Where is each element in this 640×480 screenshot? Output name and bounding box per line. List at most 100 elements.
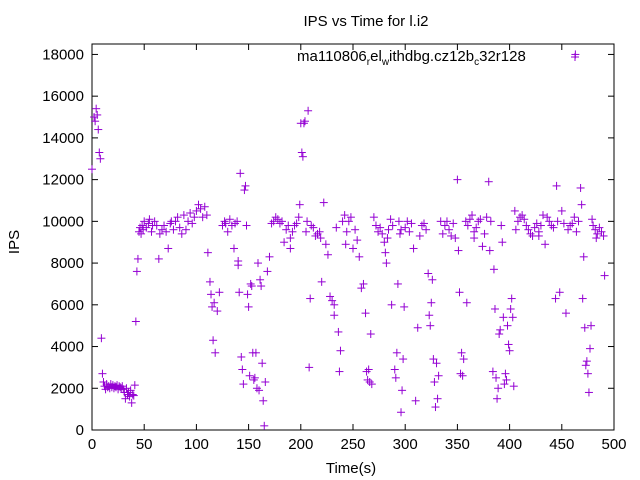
data-point bbox=[205, 277, 214, 286]
data-point bbox=[251, 348, 260, 357]
data-point bbox=[297, 148, 306, 157]
plot-frame bbox=[91, 43, 615, 431]
data-point bbox=[580, 323, 589, 332]
data-point bbox=[576, 183, 585, 192]
data-point bbox=[462, 298, 471, 307]
y-tick-label: 16000 bbox=[42, 88, 84, 105]
data-point bbox=[330, 311, 339, 320]
data-point bbox=[247, 282, 256, 291]
data-point bbox=[122, 384, 131, 393]
data-point bbox=[454, 246, 463, 255]
data-point bbox=[574, 217, 583, 226]
data-point bbox=[351, 225, 360, 234]
data-point bbox=[482, 213, 491, 222]
data-point bbox=[429, 355, 438, 364]
y-tick-label: 8000 bbox=[51, 255, 84, 272]
data-point bbox=[98, 369, 107, 378]
data-point bbox=[240, 186, 249, 195]
data-point bbox=[383, 234, 392, 243]
data-point bbox=[250, 373, 259, 382]
data-point bbox=[265, 252, 274, 261]
data-point bbox=[597, 227, 606, 236]
data-point bbox=[233, 217, 242, 226]
data-point bbox=[566, 221, 575, 230]
data-point bbox=[568, 219, 577, 228]
chart-title: IPS vs Time for l.i2 bbox=[303, 13, 428, 30]
data-point bbox=[179, 211, 188, 220]
data-point bbox=[95, 148, 104, 157]
data-point bbox=[490, 304, 499, 313]
data-point bbox=[223, 227, 232, 236]
data-point bbox=[577, 200, 586, 209]
data-point bbox=[164, 244, 173, 253]
data-point bbox=[132, 267, 141, 276]
data-point bbox=[393, 279, 402, 288]
data-point bbox=[440, 221, 449, 230]
data-point bbox=[494, 384, 503, 393]
data-point bbox=[447, 231, 456, 240]
data-point bbox=[257, 282, 266, 291]
data-point bbox=[171, 217, 180, 226]
data-point bbox=[275, 219, 284, 228]
data-point bbox=[380, 238, 389, 247]
data-point bbox=[403, 217, 412, 226]
y-tick-label: 14000 bbox=[42, 130, 84, 147]
data-point bbox=[152, 221, 161, 230]
y-tick-label: 0 bbox=[76, 422, 84, 439]
data-point bbox=[336, 346, 345, 355]
x-axis: 0 50 100 150 200 250 300 350 400 450 500 bbox=[88, 44, 627, 453]
data-point bbox=[162, 227, 171, 236]
data-point bbox=[311, 231, 320, 240]
data-point bbox=[489, 265, 498, 274]
data-point bbox=[524, 225, 533, 234]
data-point bbox=[147, 227, 156, 236]
data-point bbox=[498, 238, 507, 247]
data-point bbox=[463, 221, 472, 230]
data-point bbox=[474, 217, 483, 226]
data-point bbox=[88, 165, 96, 174]
data-point bbox=[545, 217, 554, 226]
data-point bbox=[579, 252, 588, 261]
data-point bbox=[438, 229, 447, 238]
data-point bbox=[493, 394, 502, 403]
data-point bbox=[394, 217, 403, 226]
data-point bbox=[229, 244, 238, 253]
data-point bbox=[426, 321, 435, 330]
data-point bbox=[434, 371, 443, 380]
data-point bbox=[131, 317, 140, 326]
data-point bbox=[273, 215, 282, 224]
data-point bbox=[319, 198, 328, 207]
data-point bbox=[495, 330, 504, 339]
data-point bbox=[506, 304, 515, 313]
data-point bbox=[186, 209, 195, 218]
x-tick-label: 50 bbox=[136, 436, 153, 453]
data-point bbox=[282, 225, 291, 234]
data-point bbox=[154, 254, 163, 263]
data-point bbox=[241, 181, 250, 190]
y-tick-label: 6000 bbox=[51, 297, 84, 314]
data-point bbox=[419, 219, 428, 228]
data-point bbox=[451, 234, 460, 243]
data-point bbox=[362, 367, 371, 376]
data-point bbox=[486, 217, 495, 226]
data-point bbox=[299, 119, 308, 128]
data-point bbox=[342, 227, 351, 236]
y-tick-label: 12000 bbox=[42, 172, 84, 189]
data-point bbox=[589, 221, 598, 230]
data-point bbox=[234, 256, 243, 265]
data-point bbox=[449, 219, 458, 228]
data-point bbox=[484, 177, 493, 186]
data-point bbox=[142, 223, 151, 232]
data-point bbox=[133, 254, 142, 263]
data-point bbox=[221, 219, 230, 228]
data-point bbox=[225, 215, 234, 224]
data-point bbox=[290, 221, 299, 230]
data-point bbox=[522, 221, 531, 230]
data-point bbox=[263, 267, 272, 276]
data-point bbox=[321, 240, 330, 249]
data-point bbox=[480, 229, 489, 238]
data-point bbox=[209, 336, 218, 345]
x-tick-label: 200 bbox=[288, 436, 313, 453]
data-point bbox=[530, 223, 539, 232]
data-point bbox=[300, 117, 309, 126]
